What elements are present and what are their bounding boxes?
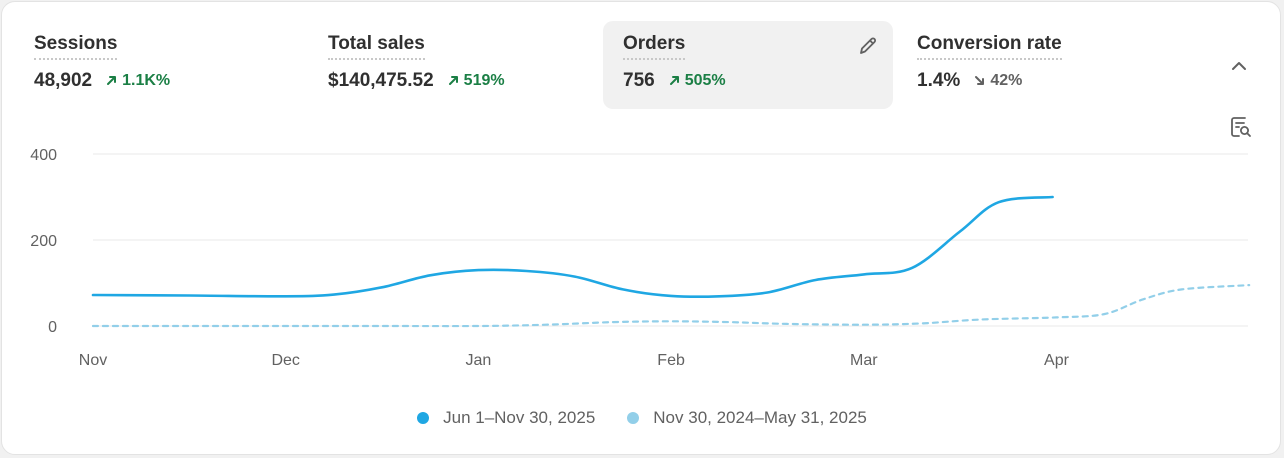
chevron-up-icon[interactable] <box>1226 53 1252 79</box>
metric-change-value: 505% <box>684 71 726 89</box>
metric-orders[interactable]: Orders 756 505% <box>603 21 893 109</box>
arrow-up-right-icon <box>107 76 117 85</box>
legend-item-previous[interactable]: Nov 30, 2024–May 31, 2025 <box>627 408 867 428</box>
series-line-previous <box>91 284 1251 328</box>
metric-label: Total sales <box>328 33 425 60</box>
metric-sessions[interactable]: Sessions 48,902 1.1K% <box>14 21 282 109</box>
x-tick-label: Mar <box>850 352 878 369</box>
metric-change-value: 519% <box>463 71 505 89</box>
metric-label: Conversion rate <box>917 33 1062 60</box>
legend-label-current: Jun 1–Nov 30, 2025 <box>443 408 596 427</box>
x-tick-label: Apr <box>1044 352 1070 369</box>
chart-legend: Jun 1–Nov 30, 2025 Nov 30, 2024–May 31, … <box>0 408 1284 428</box>
metric-total-sales[interactable]: Total sales $140,475.52 519% <box>308 21 576 109</box>
pencil-icon[interactable] <box>857 35 879 57</box>
y-tick-label: 200 <box>30 233 57 250</box>
x-tick-label: Feb <box>657 352 685 369</box>
grid-lines <box>93 153 1248 327</box>
x-axis-ticks: Nov Dec Jan Feb Mar Apr <box>79 352 1070 369</box>
y-tick-label: 0 <box>48 319 57 336</box>
legend-label-previous: Nov 30, 2024–May 31, 2025 <box>653 408 867 427</box>
series-lines <box>91 195 1251 328</box>
arrow-up-right-icon <box>669 76 679 85</box>
metric-change: 505% <box>669 72 726 90</box>
metric-conversion-rate[interactable]: Conversion rate 1.4% 42% <box>897 21 1187 109</box>
arrow-down-right-icon <box>975 76 985 85</box>
metric-label: Sessions <box>34 33 118 60</box>
metric-change: 1.1K% <box>106 72 170 90</box>
x-tick-label: Jan <box>466 352 492 369</box>
metric-change: 42% <box>974 72 1022 90</box>
metric-label: Orders <box>623 33 686 60</box>
metric-value: $140,475.52 <box>328 70 434 91</box>
legend-swatch-previous <box>627 412 640 424</box>
search-report-icon[interactable] <box>1228 114 1254 140</box>
x-tick-label: Nov <box>79 352 107 369</box>
legend-item-current[interactable]: Jun 1–Nov 30, 2025 <box>417 408 595 428</box>
metric-value: 756 <box>623 70 655 91</box>
x-tick-label: Dec <box>271 352 299 369</box>
arrow-up-right-icon <box>448 76 458 85</box>
metric-change-value: 42% <box>990 71 1023 89</box>
metric-change: 519% <box>448 72 505 90</box>
y-tick-label: 400 <box>30 147 57 164</box>
metric-value: 48,902 <box>34 70 93 91</box>
metric-value: 1.4% <box>917 70 961 91</box>
y-axis-ticks: 0 200 400 <box>30 147 57 336</box>
series-line-current <box>91 195 1054 299</box>
legend-swatch-current <box>417 412 430 424</box>
metric-change-value: 1.1K% <box>122 71 171 89</box>
